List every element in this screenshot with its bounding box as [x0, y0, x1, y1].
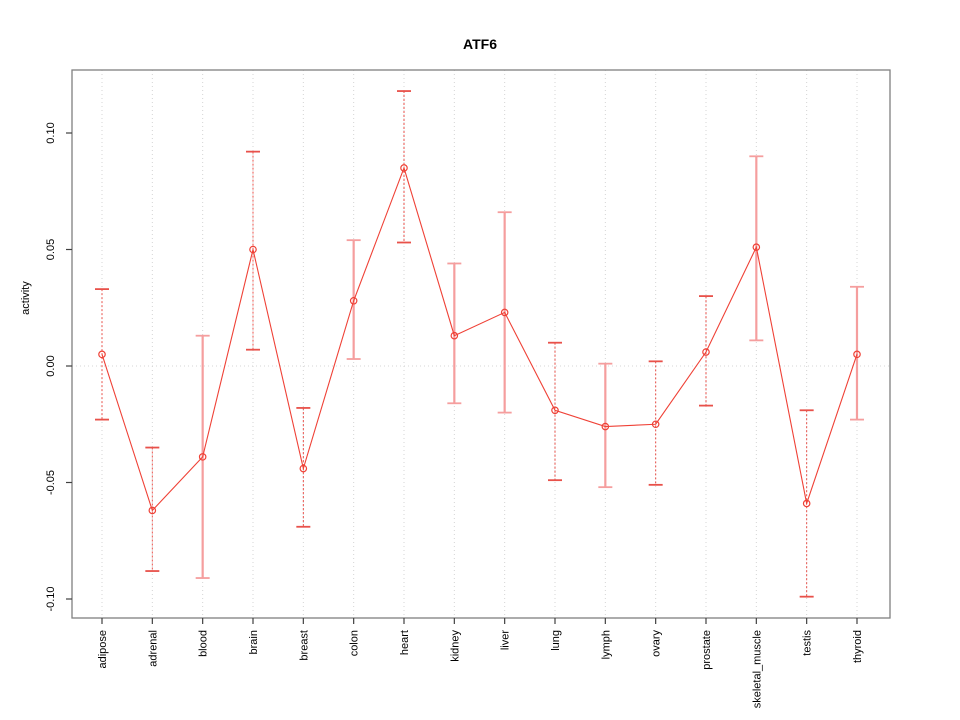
x-tick-label-testis: testis [802, 630, 814, 656]
x-tick-label-skeletal_muscle: skeletal_muscle [751, 630, 763, 708]
plot-border [71, 69, 891, 619]
data-point-breast [299, 464, 308, 473]
data-point-testis [802, 499, 811, 508]
x-tick-label-kidney: kidney [449, 630, 461, 662]
y-tick-label-0.00: 0.00 [45, 355, 57, 376]
data-point-colon [349, 296, 358, 305]
x-tick-label-heart: heart [399, 630, 411, 655]
y-axis-title: activity [20, 281, 32, 315]
x-tick-label-brain: brain [248, 630, 260, 654]
y-tick-label-0.10: 0.10 [45, 122, 57, 143]
series-line-activity [101, 166, 858, 512]
x-tick-label-colon: colon [349, 630, 361, 656]
data-point-kidney [450, 331, 459, 340]
data-point-prostate [702, 348, 710, 356]
x-tick-label-adipose: adipose [97, 630, 109, 669]
data-point-heart [400, 164, 408, 172]
data-point-adrenal [148, 506, 157, 515]
data-point-brain [249, 245, 257, 254]
x-tick-label-lung: lung [550, 630, 562, 651]
data-point-blood [198, 453, 207, 461]
data-point-lymph [601, 422, 610, 431]
x-tick-label-breast: breast [298, 630, 310, 661]
data-point-ovary [651, 420, 660, 429]
x-tick-label-blood: blood [198, 630, 210, 657]
x-tick-label-prostate: prostate [701, 630, 713, 670]
data-point-adipose [98, 350, 106, 359]
x-tick-label-ovary: ovary [651, 630, 663, 657]
data-point-skeletal_muscle [752, 243, 761, 251]
y-tick-label--0.10: -0.10 [45, 586, 57, 611]
y-tick-label--0.05: -0.05 [45, 470, 57, 495]
x-tick-label-adrenal: adrenal [147, 630, 159, 667]
data-point-lung [551, 406, 559, 415]
x-tick-label-thyroid: thyroid [852, 630, 864, 663]
x-tick-label-lymph: lymph [600, 630, 612, 659]
chart-title: ATF6 [463, 36, 497, 52]
data-point-thyroid [853, 350, 861, 359]
y-tick-label-0.05: 0.05 [45, 239, 57, 260]
data-point-liver [500, 308, 509, 317]
x-tick-label-liver: liver [500, 630, 512, 651]
